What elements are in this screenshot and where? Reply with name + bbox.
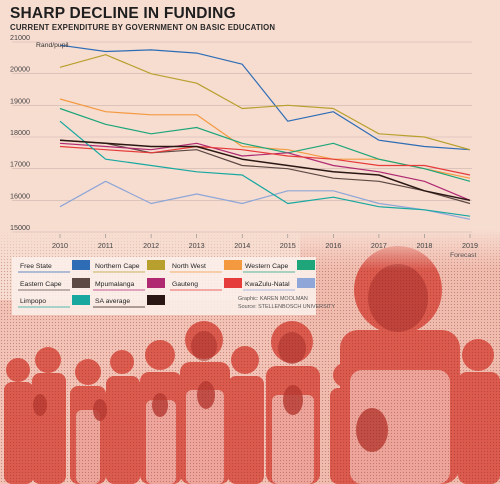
x-tick-label: 2018 — [416, 241, 432, 250]
legend-swatch — [72, 260, 90, 270]
x-tick-label: 2016 — [325, 241, 341, 250]
series-line-mpumalanga — [59, 142, 471, 201]
y-tick-label: 15000 — [10, 223, 30, 232]
legend-label: Northern Cape — [95, 263, 140, 270]
legend-label: KwaZulu-Natal — [245, 281, 290, 288]
x-tick-label: 2010 — [52, 241, 68, 250]
series-line-kwazulu-natal — [59, 180, 471, 220]
y-tick-label: 19000 — [10, 96, 30, 105]
x-tick-label: 2019 — [462, 241, 478, 250]
legend-label: Gauteng — [172, 281, 198, 288]
y-tick-label: 18000 — [10, 128, 30, 137]
page-title: SHARP DECLINE IN FUNDING — [10, 5, 236, 22]
series-line-eastern-cape — [59, 139, 471, 205]
series-line-gauteng — [59, 145, 471, 176]
x-tick-label: 2012 — [143, 241, 159, 250]
legend: Free State Northern Cape North West Western… — [12, 257, 316, 315]
series-line-western-cape — [59, 107, 471, 182]
credit-source: Source: STELLENBOSCH UNIVERSITY — [238, 304, 335, 310]
legend-label: SA average — [95, 298, 130, 305]
legend-swatch — [147, 278, 165, 288]
credit-graphic: Graphic: KAREN MOOLMAN — [238, 296, 308, 302]
x-tick-label: 2013 — [189, 241, 205, 250]
y-tick-label: 21000 — [10, 33, 30, 42]
y-tick-label: 16000 — [10, 191, 30, 200]
x-tick-label: 2014 — [234, 241, 250, 250]
series-line-north-west — [59, 98, 471, 179]
legend-swatch — [224, 278, 242, 288]
legend-swatch — [224, 260, 242, 270]
series-line-sa-average — [59, 139, 471, 202]
chart-axes: 21000 20000 19000 18000 17000 16000 15000 2010 2… — [10, 33, 478, 250]
legend-label: Free State — [20, 263, 52, 270]
chart-series — [59, 44, 471, 220]
legend-swatch — [297, 278, 315, 288]
legend-label: Mpumalanga — [95, 281, 135, 288]
chart-grid — [12, 41, 472, 233]
legend-swatch — [72, 278, 90, 288]
series-line-northern-cape — [59, 54, 471, 151]
y-tick-label: 17000 — [10, 160, 30, 169]
x-tick-label: 2015 — [280, 241, 296, 250]
x-tick-label: 2017 — [371, 241, 387, 250]
legend-swatch — [147, 260, 165, 270]
legend-swatch — [72, 295, 90, 305]
series-line-free-state — [59, 44, 471, 151]
legend-swatch — [297, 260, 315, 270]
forecast-label: Forecast — [450, 252, 477, 259]
legend-label: Western Cape — [245, 263, 289, 270]
legend-label: Eastern Cape — [20, 281, 62, 288]
legend-swatch — [147, 295, 165, 305]
legend-label: Limpopo — [20, 298, 46, 305]
x-tick-label: 2011 — [98, 241, 113, 250]
y-tick-label: 20000 — [10, 65, 30, 74]
legend-label: North West — [172, 263, 206, 270]
page-subtitle: CURRENT EXPENDITURE BY GOVERNMENT ON BAS… — [10, 23, 276, 32]
series-line-limpopo — [59, 120, 471, 217]
y-axis-label: Rand/pupil — [36, 42, 69, 49]
